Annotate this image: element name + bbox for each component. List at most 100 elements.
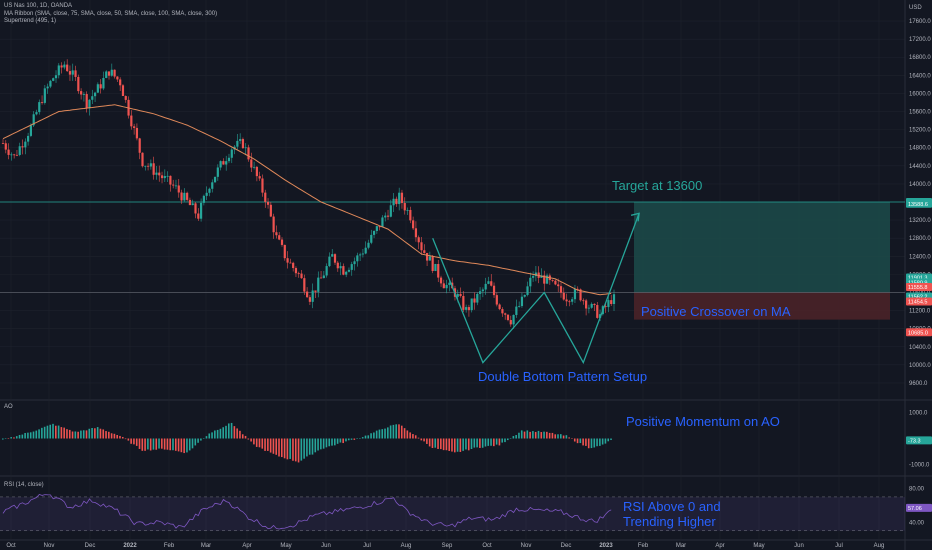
candle	[68, 71, 72, 75]
ao-bar	[490, 438, 492, 446]
candle	[13, 154, 16, 156]
candle	[490, 281, 493, 286]
candle	[186, 192, 189, 200]
ao-bar	[127, 438, 130, 441]
ao-bar	[587, 438, 590, 449]
ao-bar	[361, 437, 364, 439]
ao-bar	[334, 438, 336, 446]
candle	[361, 253, 365, 255]
price-tag	[906, 283, 932, 292]
ao-bar	[211, 432, 213, 439]
ao-bar	[498, 438, 501, 446]
rsi-pane-label: RSI (14, close)	[4, 482, 44, 488]
candle	[297, 273, 300, 275]
annotation-target: Target at 13600	[612, 178, 702, 193]
ao-bar	[523, 431, 526, 439]
symbol-title[interactable]: US Nas 100, 1D, OANDA	[4, 3, 73, 9]
candle	[406, 209, 409, 211]
candle	[585, 300, 588, 309]
candle	[506, 314, 510, 321]
ao-bar	[197, 438, 199, 443]
y-tick-label: 16000.0	[909, 91, 931, 97]
candle	[283, 244, 286, 259]
candle	[121, 85, 125, 97]
candle	[562, 292, 565, 300]
ao-bar	[400, 425, 403, 439]
candle	[54, 75, 58, 79]
candle	[515, 306, 518, 315]
ao-bar	[434, 438, 437, 448]
ao-bar	[91, 427, 93, 439]
candle	[202, 195, 205, 203]
loss-zone	[634, 292, 890, 320]
candle	[18, 146, 21, 155]
ao-bar	[124, 438, 127, 440]
ao-bar	[487, 438, 490, 446]
candle	[559, 286, 563, 293]
candle	[35, 112, 38, 115]
supertrend-legend[interactable]: Supertrend (495, 1)	[4, 18, 57, 24]
ao-bar	[278, 438, 280, 457]
candle	[498, 304, 501, 310]
x-tick-label: Nov	[521, 543, 532, 549]
x-tick-label: Oct	[482, 543, 492, 549]
ao-bar	[551, 432, 554, 439]
x-tick-label: Jul	[363, 543, 371, 549]
ao-bar	[540, 432, 543, 439]
x-tick-label: Apr	[715, 543, 724, 549]
ao-bar	[191, 438, 194, 449]
candle	[492, 285, 496, 296]
ma-ribbon-legend[interactable]: MA Ribbon (SMA, close, 75, SMA, close, 5…	[4, 10, 218, 17]
ao-bar	[590, 438, 593, 449]
candle	[241, 139, 245, 149]
candle	[518, 306, 521, 307]
y-axis[interactable]: 9600.010000.010400.010800.011200.011600.…	[909, 19, 931, 526]
candle	[222, 161, 225, 165]
ao-bar	[610, 438, 612, 441]
x-tick-label: Aug	[401, 543, 412, 549]
ao-bar	[116, 434, 118, 439]
x-tick-label: Nov	[44, 543, 55, 549]
y-tick-label: 10400.0	[909, 345, 931, 351]
ao-bar	[227, 423, 230, 439]
ao-bar	[216, 429, 219, 439]
ao-bar	[406, 430, 409, 439]
ao-bar	[579, 438, 582, 444]
ao-bar	[448, 438, 450, 451]
y-tick-label: 14400.0	[909, 164, 931, 170]
ao-bar	[442, 438, 445, 451]
candle	[403, 203, 406, 211]
ao-bar	[451, 438, 453, 452]
price-tag	[906, 297, 932, 306]
candle	[473, 298, 476, 303]
candle	[289, 262, 292, 264]
ao-value-tag-label: -73.3	[908, 438, 921, 444]
x-tick-label: Apr	[242, 543, 251, 549]
candle	[163, 176, 166, 179]
candle	[487, 281, 490, 284]
candle	[146, 165, 150, 167]
candle	[264, 192, 267, 202]
candle	[74, 70, 77, 77]
ao-bar	[10, 437, 12, 439]
candle	[328, 256, 331, 267]
candle	[216, 167, 219, 177]
annotation-double-bottom: Double Bottom Pattern Setup	[478, 369, 647, 384]
candle	[484, 283, 487, 290]
candle	[587, 307, 590, 309]
candle	[607, 300, 610, 308]
candle	[359, 254, 362, 256]
ao-bar	[345, 438, 347, 442]
x-axis[interactable]: Oct Nov Dec 2022 Feb Mar Apr May Jun Jul Aug Sep Oct…	[6, 543, 884, 549]
ao-bar	[169, 438, 171, 451]
candle	[52, 78, 55, 81]
ao-bar	[35, 430, 38, 439]
ao-bar	[161, 438, 163, 449]
candle	[303, 278, 306, 292]
ao-bar	[576, 438, 579, 444]
ao-bar	[412, 434, 414, 439]
candle	[604, 306, 607, 308]
price-tag-label: 13588.6	[908, 202, 928, 208]
ao-bar	[2, 438, 4, 440]
